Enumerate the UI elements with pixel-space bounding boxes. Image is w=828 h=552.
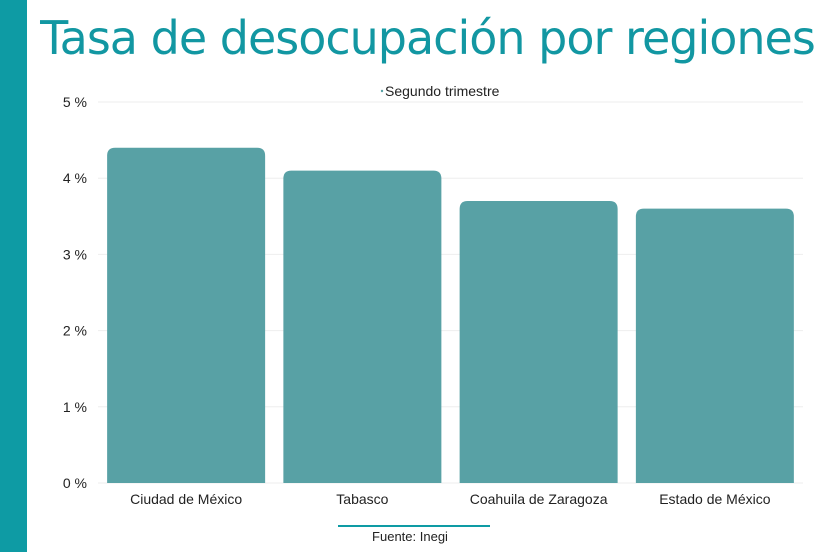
bars	[107, 147, 794, 483]
page-title: Tasa de desocupación por regiones	[40, 11, 816, 65]
source-note: Fuente: Inegi	[372, 529, 448, 544]
bar	[459, 201, 618, 483]
source-divider	[338, 525, 490, 527]
bar	[635, 208, 794, 483]
x-axis: Ciudad de México Tabasco Coahuila de Zarag…	[130, 491, 771, 507]
y-tick-label: 0 %	[63, 475, 87, 491]
legend-label: Segundo trimestre	[385, 83, 500, 99]
bar	[283, 170, 442, 483]
x-tick-label: Tabasco	[336, 491, 388, 507]
y-tick-label: 4 %	[63, 170, 87, 186]
x-tick-label: Ciudad de México	[130, 491, 242, 507]
y-tick-label: 5 %	[63, 94, 87, 110]
y-tick-label: 2 %	[63, 323, 87, 339]
x-tick-label: Estado de México	[659, 491, 770, 507]
x-tick-label: Coahuila de Zaragoza	[470, 491, 608, 507]
y-tick-label: 1 %	[63, 399, 87, 415]
y-axis: 0 % 1 % 2 % 3 % 4 % 5 %	[63, 94, 87, 491]
legend: Segundo trimestre	[380, 83, 500, 99]
accent-bar	[0, 0, 27, 552]
legend-marker	[380, 89, 384, 93]
y-tick-label: 3 %	[63, 246, 87, 262]
bar	[107, 147, 266, 483]
